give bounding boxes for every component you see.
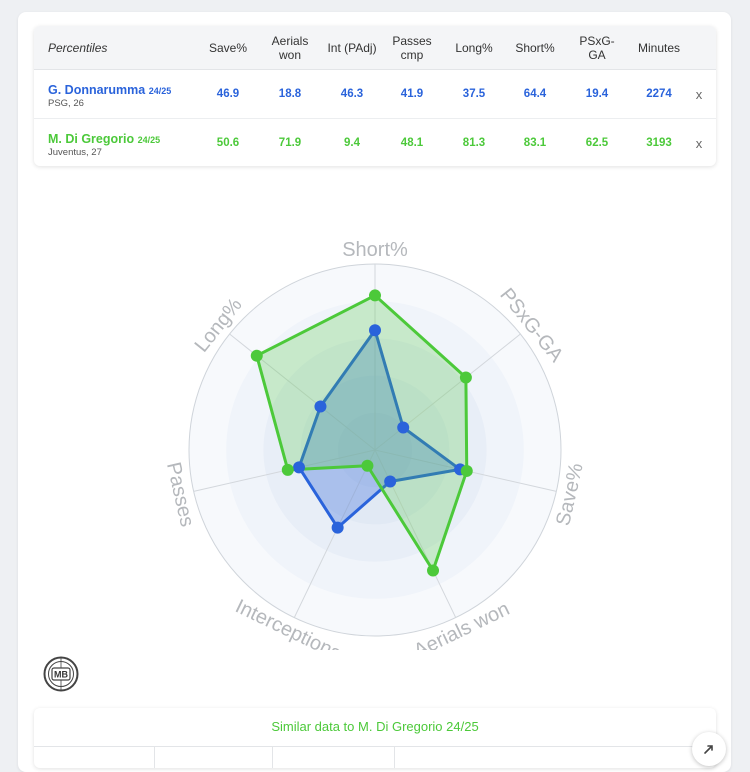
player-name-link[interactable]: M. Di Gregorio 24/25 bbox=[48, 132, 161, 146]
radar-point bbox=[460, 464, 473, 477]
player-row-donnarumma: G. Donnarumma 24/25 PSG, 26 46.9 18.8 46… bbox=[34, 70, 716, 119]
value-passes-cmp: 41.9 bbox=[400, 88, 424, 100]
player-name-link[interactable]: G. Donnarumma 24/25 bbox=[48, 83, 172, 97]
radar-point bbox=[459, 371, 472, 384]
radar-series-area bbox=[255, 293, 469, 572]
share-icon bbox=[704, 745, 713, 754]
remove-player-button[interactable]: x bbox=[695, 86, 703, 102]
value-aerials-won: 18.8 bbox=[278, 88, 302, 100]
header-aerials-won[interactable]: Aerials won bbox=[271, 33, 309, 62]
radar-point bbox=[369, 289, 381, 302]
header-int-padj[interactable]: Int (PAdj) bbox=[327, 40, 377, 55]
header-long-pct[interactable]: Long% bbox=[455, 40, 493, 55]
header-percentiles: Percentiles bbox=[48, 40, 108, 55]
radar-point bbox=[281, 463, 294, 476]
player-row-di-gregorio: M. Di Gregorio 24/25 Juventus, 27 50.6 7… bbox=[34, 119, 716, 166]
player-info: Juventus, 27 bbox=[48, 147, 102, 158]
radar-point bbox=[397, 421, 410, 434]
divider bbox=[272, 746, 273, 768]
logo-text: MB bbox=[54, 670, 68, 680]
radar-point bbox=[384, 475, 397, 488]
value-psxg-ga: 62.5 bbox=[585, 137, 609, 149]
divider bbox=[154, 746, 155, 768]
value-short-pct: 64.4 bbox=[523, 88, 547, 100]
radar-spoke bbox=[293, 449, 376, 618]
radar-point bbox=[427, 564, 440, 577]
radar-axis-label: Short% bbox=[342, 239, 408, 261]
header-psxg-ga[interactable]: PSxG-GA bbox=[579, 33, 615, 62]
value-passes-cmp: 48.1 bbox=[400, 137, 424, 149]
value-aerials-won: 71.9 bbox=[278, 137, 302, 149]
value-int-padj: 46.3 bbox=[340, 88, 364, 100]
remove-player-button[interactable]: x bbox=[695, 135, 703, 151]
header-minutes[interactable]: Minutes bbox=[637, 40, 681, 55]
value-short-pct: 83.1 bbox=[523, 137, 547, 149]
value-long-pct: 81.3 bbox=[462, 137, 486, 149]
value-save-pct: 46.9 bbox=[216, 88, 240, 100]
divider bbox=[34, 746, 716, 747]
value-long-pct: 37.5 bbox=[462, 88, 486, 100]
value-minutes: 3193 bbox=[646, 137, 672, 149]
radar-point bbox=[361, 459, 374, 472]
share-button[interactable] bbox=[692, 732, 726, 766]
mb-logo-icon: MB bbox=[43, 656, 79, 692]
radar-point bbox=[369, 324, 381, 337]
player-info: PSG, 26 bbox=[48, 98, 84, 109]
radar-point bbox=[250, 349, 263, 362]
value-psxg-ga: 19.4 bbox=[585, 88, 609, 100]
radar-series-area bbox=[297, 328, 462, 530]
header-passes-cmp[interactable]: Passes cmp bbox=[392, 33, 432, 62]
value-save-pct: 50.6 bbox=[216, 137, 240, 149]
radar-point bbox=[314, 400, 327, 413]
header-short-pct[interactable]: Short% bbox=[515, 40, 555, 55]
value-int-padj: 9.4 bbox=[344, 137, 360, 149]
header-save-pct[interactable]: Save% bbox=[208, 40, 248, 55]
radar-point bbox=[293, 461, 306, 474]
divider bbox=[394, 746, 395, 768]
percentiles-table: Percentiles Save% Aerials won Int (PAdj)… bbox=[34, 26, 716, 166]
similar-data-title: Similar data to M. Di Gregorio 24/25 bbox=[271, 719, 479, 734]
radar-point bbox=[331, 521, 344, 534]
similar-data-panel: Similar data to M. Di Gregorio 24/25 bbox=[34, 708, 716, 768]
value-minutes: 2274 bbox=[646, 88, 672, 100]
table-header: Percentiles Save% Aerials won Int (PAdj)… bbox=[34, 26, 716, 70]
